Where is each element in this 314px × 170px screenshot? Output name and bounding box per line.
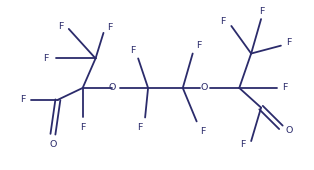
Text: O: O	[109, 83, 116, 92]
Text: F: F	[196, 41, 201, 50]
Text: F: F	[58, 22, 63, 31]
Text: F: F	[131, 46, 136, 55]
Text: F: F	[286, 38, 291, 47]
Text: O: O	[49, 140, 57, 149]
Text: F: F	[241, 140, 246, 149]
Text: O: O	[201, 83, 208, 92]
Text: F: F	[107, 23, 112, 32]
Text: F: F	[20, 95, 26, 104]
Text: F: F	[138, 123, 143, 132]
Text: F: F	[259, 7, 265, 16]
Text: O: O	[285, 126, 293, 135]
Text: F: F	[220, 16, 225, 26]
Text: F: F	[80, 123, 85, 132]
Text: F: F	[282, 83, 288, 92]
Text: F: F	[43, 54, 49, 63]
Text: F: F	[200, 127, 205, 136]
